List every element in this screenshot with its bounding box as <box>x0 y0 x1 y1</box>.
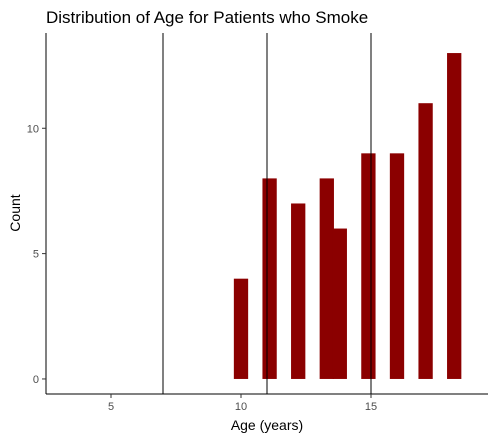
bar-4 <box>332 228 347 379</box>
x-tick-label-0: 5 <box>108 401 114 413</box>
y-tick-label-1: 5 <box>33 249 39 261</box>
x-tick-label-2: 15 <box>365 401 377 413</box>
reference-lines-group <box>162 33 372 394</box>
bar-2 <box>291 203 306 379</box>
y-ticks-group: 0 5 10 <box>27 123 46 386</box>
bar-8 <box>447 53 462 379</box>
bar-5 <box>361 153 376 379</box>
x-tick-label-1: 10 <box>235 401 247 413</box>
bar-3 <box>319 178 334 379</box>
bar-1 <box>262 178 277 379</box>
bar-6 <box>389 153 405 379</box>
chart-title: Distribution of Age for Patients who Smo… <box>46 8 368 27</box>
y-axis-label: Count <box>7 194 23 231</box>
bar-7 <box>418 103 433 379</box>
bar-0 <box>233 278 249 379</box>
y-tick-label-0: 0 <box>33 374 39 386</box>
y-tick-label-2: 10 <box>27 123 39 135</box>
x-axis-label: Age (years) <box>231 417 303 433</box>
bars-group <box>233 53 462 379</box>
x-ticks-group: 5 10 15 <box>108 394 377 413</box>
